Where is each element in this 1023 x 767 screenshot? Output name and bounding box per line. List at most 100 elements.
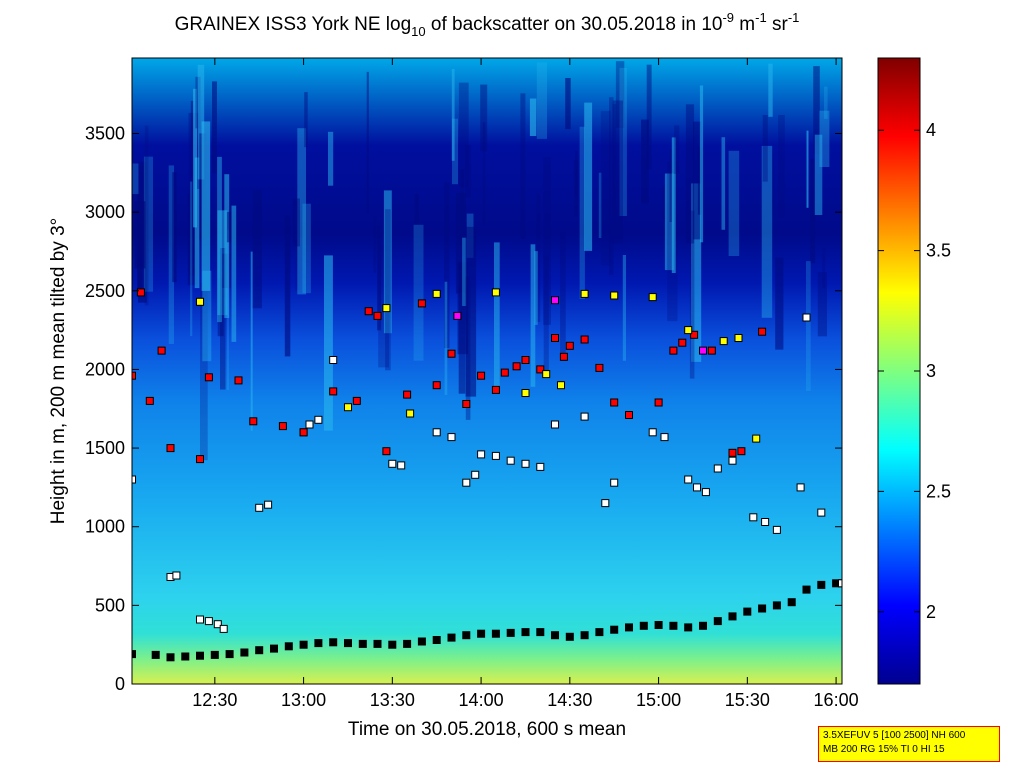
cloud-marker xyxy=(344,639,352,648)
cloud-marker xyxy=(559,352,568,361)
cloud-marker xyxy=(373,311,382,320)
y-tick-label: 0 xyxy=(115,674,125,694)
cloud-marker xyxy=(157,346,166,355)
cloud-marker xyxy=(477,450,486,459)
cloud-marker xyxy=(669,621,678,630)
y-tick-label: 500 xyxy=(95,595,125,615)
parameter-line-1: 3.5XEFUV 5 [100 2500] NH 600 xyxy=(823,730,966,741)
cloud-marker xyxy=(595,628,604,637)
cloud-marker xyxy=(225,650,234,659)
cloud-marker xyxy=(432,636,441,644)
cloud-marker xyxy=(580,412,589,421)
cloud-marker xyxy=(382,304,391,313)
cloud-marker xyxy=(817,580,826,589)
cloud-marker xyxy=(565,341,574,350)
cloud-marker xyxy=(462,400,471,408)
cloud-marker xyxy=(132,650,136,659)
cloud-marker xyxy=(707,346,716,355)
backscatter-heatmap xyxy=(132,58,842,684)
cloud-marker xyxy=(743,607,752,616)
cloud-marker xyxy=(625,411,633,419)
cloud-marker xyxy=(719,337,728,346)
cloud-marker xyxy=(447,349,456,358)
cloud-marker xyxy=(204,617,213,626)
colorbar-tick-label: 2.5 xyxy=(926,481,951,501)
cloud-marker xyxy=(314,639,323,648)
cloud-marker xyxy=(693,483,701,492)
cloud-marker xyxy=(610,398,619,407)
cloud-marker xyxy=(234,376,243,385)
cloud-marker xyxy=(270,644,278,653)
cloud-marker xyxy=(255,503,264,512)
cloud-marker xyxy=(610,478,619,487)
cloud-marker xyxy=(701,488,710,497)
cloud-marker xyxy=(678,338,687,347)
cloud-marker xyxy=(542,370,551,379)
x-tick-label: 12:30 xyxy=(192,690,237,710)
cloud-marker xyxy=(462,631,471,640)
y-axis: 0 500 1000 1500 2000 2500 3000 3500 xyxy=(85,123,842,694)
cloud-marker xyxy=(648,428,657,437)
colorbar-tick-label: 3.5 xyxy=(926,241,951,261)
cloud-marker xyxy=(713,617,722,626)
cloud-marker xyxy=(506,628,515,637)
cloud-marker xyxy=(477,629,486,638)
cloud-marker xyxy=(601,499,610,508)
cloud-marker xyxy=(521,459,530,468)
cloud-marker xyxy=(166,653,175,662)
cloud-marker xyxy=(204,373,213,382)
cloud-marker xyxy=(397,461,406,470)
cloud-marker xyxy=(305,420,314,429)
cloud-marker xyxy=(758,604,767,613)
cloud-marker xyxy=(817,508,826,517)
cloud-marker xyxy=(551,334,559,342)
cloud-marker xyxy=(737,447,746,456)
y-tick-label: 2000 xyxy=(85,359,125,379)
cloud-marker xyxy=(172,571,181,580)
cloud-marker xyxy=(329,638,338,647)
cloud-marker xyxy=(521,389,530,397)
cloud-marker xyxy=(684,326,693,335)
colorbar: 2 2.5 3 3.5 4 xyxy=(877,57,951,685)
cloud-marker xyxy=(796,483,805,492)
cloud-marker xyxy=(406,409,415,418)
colorbar-gradient xyxy=(878,58,920,684)
cloud-marker xyxy=(344,403,352,412)
cloud-marker xyxy=(660,433,669,442)
cloud-marker xyxy=(132,475,136,484)
x-tick-label: 14:30 xyxy=(547,690,592,710)
cloud-marker xyxy=(625,623,633,632)
cloud-marker xyxy=(761,518,770,526)
cloud-marker xyxy=(728,612,737,621)
cloud-marker xyxy=(595,363,604,372)
x-tick-label: 14:00 xyxy=(459,690,504,710)
cloud-marker xyxy=(432,289,441,298)
cloud-marker xyxy=(699,346,707,355)
colorbar-tick-label: 3 xyxy=(926,361,936,381)
cloud-marker xyxy=(299,640,308,649)
cloud-marker xyxy=(749,513,758,522)
cloud-marker xyxy=(506,456,515,465)
cloud-marker xyxy=(358,639,367,648)
cloud-marker xyxy=(447,433,456,442)
y-tick-label: 1500 xyxy=(85,438,125,458)
cloud-marker xyxy=(654,398,663,407)
cloud-marker xyxy=(219,624,228,633)
cloud-marker xyxy=(255,646,264,655)
cloud-marker xyxy=(453,311,462,320)
cloud-marker xyxy=(551,631,559,640)
x-axis: 12:30 13:00 13:30 14:00 14:30 15:00 15:30 16:00 xyxy=(192,58,859,710)
cloud-marker xyxy=(713,464,722,473)
cloud-marker xyxy=(551,420,559,429)
cloud-marker xyxy=(240,648,249,657)
cloud-marker xyxy=(471,470,480,479)
cloud-marker xyxy=(299,428,308,437)
cloud-marker xyxy=(557,381,565,390)
cloud-marker xyxy=(551,296,559,305)
chart-title: GRAINEX ISS3 York NE log10 of backscatte… xyxy=(175,10,800,39)
cloud-marker xyxy=(352,396,361,405)
cloud-marker xyxy=(802,585,811,594)
cloud-marker xyxy=(639,621,648,630)
cloud-marker xyxy=(536,462,545,471)
cloud-marker xyxy=(654,621,663,629)
